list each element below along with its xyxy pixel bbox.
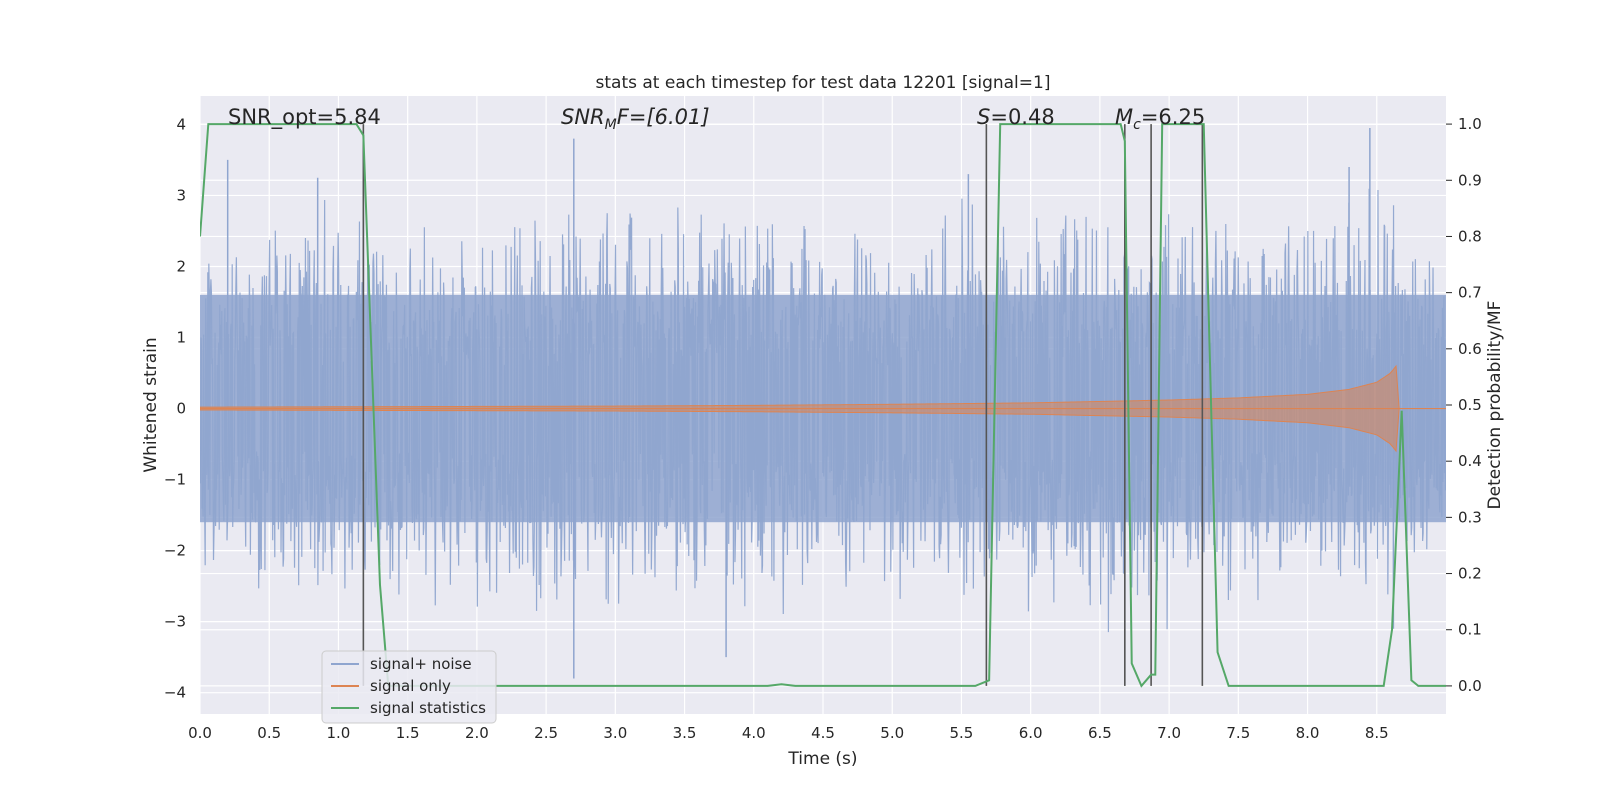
annotation-mc-base: M <box>1115 105 1133 129</box>
annotation-s-var: S <box>977 105 990 129</box>
y-right-axis-title: Detection probability/MF <box>1485 301 1505 510</box>
y-tick-label: −2 <box>164 542 186 560</box>
x-tick-label: 3.5 <box>673 724 697 742</box>
annotation-s-rest: =0.48 <box>990 105 1054 129</box>
y-right-tick-label: 0.5 <box>1458 396 1482 414</box>
y-tick-label: 2 <box>176 257 186 275</box>
x-tick-label: 2.5 <box>534 724 558 742</box>
y-right-tick-label: 0.7 <box>1458 284 1482 302</box>
annotation-mc: Mc=6.25 <box>1115 105 1205 133</box>
x-tick-label: 1.5 <box>396 724 420 742</box>
y-right-tick-label: 0.0 <box>1458 677 1482 695</box>
legend-box <box>321 650 497 724</box>
legend-label-signal-only: signal only <box>370 677 451 695</box>
y-tick-label: 3 <box>176 186 186 204</box>
x-tick-label: 4.0 <box>742 724 766 742</box>
x-tick-label: 0.5 <box>257 724 281 742</box>
x-tick-label: 2.0 <box>465 724 489 742</box>
x-tick-label: 5.0 <box>880 724 904 742</box>
y-right-tick-label: 0.4 <box>1458 452 1482 470</box>
annotation-s: S=0.48 <box>977 105 1055 129</box>
y-right-tick-label: 1.0 <box>1458 115 1482 133</box>
legend-label-signal-noise: signal+ noise <box>370 655 472 673</box>
chart-title: stats at each timestep for test data 122… <box>596 73 1051 93</box>
annotation-snr-mf: SNRMF=[6.01] <box>561 105 710 133</box>
series-signal-statistics-line <box>200 123 1446 688</box>
x-tick-label: 8.0 <box>1296 724 1320 742</box>
x-tick-label: 4.5 <box>811 724 835 742</box>
y-right-tick-label: 0.9 <box>1458 171 1482 189</box>
x-tick-label: 5.5 <box>950 724 974 742</box>
y-tick-label: −4 <box>164 684 186 702</box>
legend-label-signal-statistics: signal statistics <box>370 699 486 717</box>
x-tick-label: 8.5 <box>1365 724 1389 742</box>
y-tick-label: −1 <box>164 471 186 489</box>
x-tick-label: 6.5 <box>1088 724 1112 742</box>
y-tick-label: 0 <box>176 400 186 418</box>
x-tick-label: 7.0 <box>1157 724 1181 742</box>
y-right-tick-label: 0.3 <box>1458 508 1482 526</box>
annotation-mc-rest: =6.25 <box>1141 105 1205 129</box>
annotation-snr-mf-base: SNR <box>561 105 605 129</box>
annotation-snr-mf-rest: F=[6.01] <box>617 105 710 129</box>
x-axis-title: Time (s) <box>787 749 857 769</box>
legend: signal+ noise signal only signal statist… <box>321 650 497 724</box>
x-tick-label: 6.0 <box>1019 724 1043 742</box>
data-layer <box>200 127 1446 686</box>
y-tick-label: −3 <box>164 613 186 631</box>
annotation-snr-mf-sub: M <box>605 117 617 133</box>
y-axis-title: Whitened strain <box>141 337 161 472</box>
x-tick-label: 1.0 <box>327 724 351 742</box>
vertical-markers <box>200 123 1446 688</box>
y-right-tick-label: 0.6 <box>1458 340 1482 358</box>
x-tick-label: 7.5 <box>1226 724 1250 742</box>
x-tick-label: 0.0 <box>188 724 212 742</box>
annotation-mc-sub: c <box>1133 117 1141 133</box>
axes: 0.0 0.5 1.0 1.5 2.0 2.5 3.0 3.5 4.0 4.5 5.0 5.5 6.0 6… <box>164 115 1482 742</box>
y-right-tick-label: 0.2 <box>1458 565 1482 583</box>
y-right-tick-label: 0.8 <box>1458 227 1482 245</box>
y-tick-label: 1 <box>176 329 186 347</box>
x-tick-label: 3.0 <box>603 724 627 742</box>
y-right-tick-label: 0.1 <box>1458 621 1482 639</box>
annotation-snr-opt: SNR_opt=5.84 <box>228 105 381 130</box>
y-tick-label: 4 <box>176 115 186 133</box>
